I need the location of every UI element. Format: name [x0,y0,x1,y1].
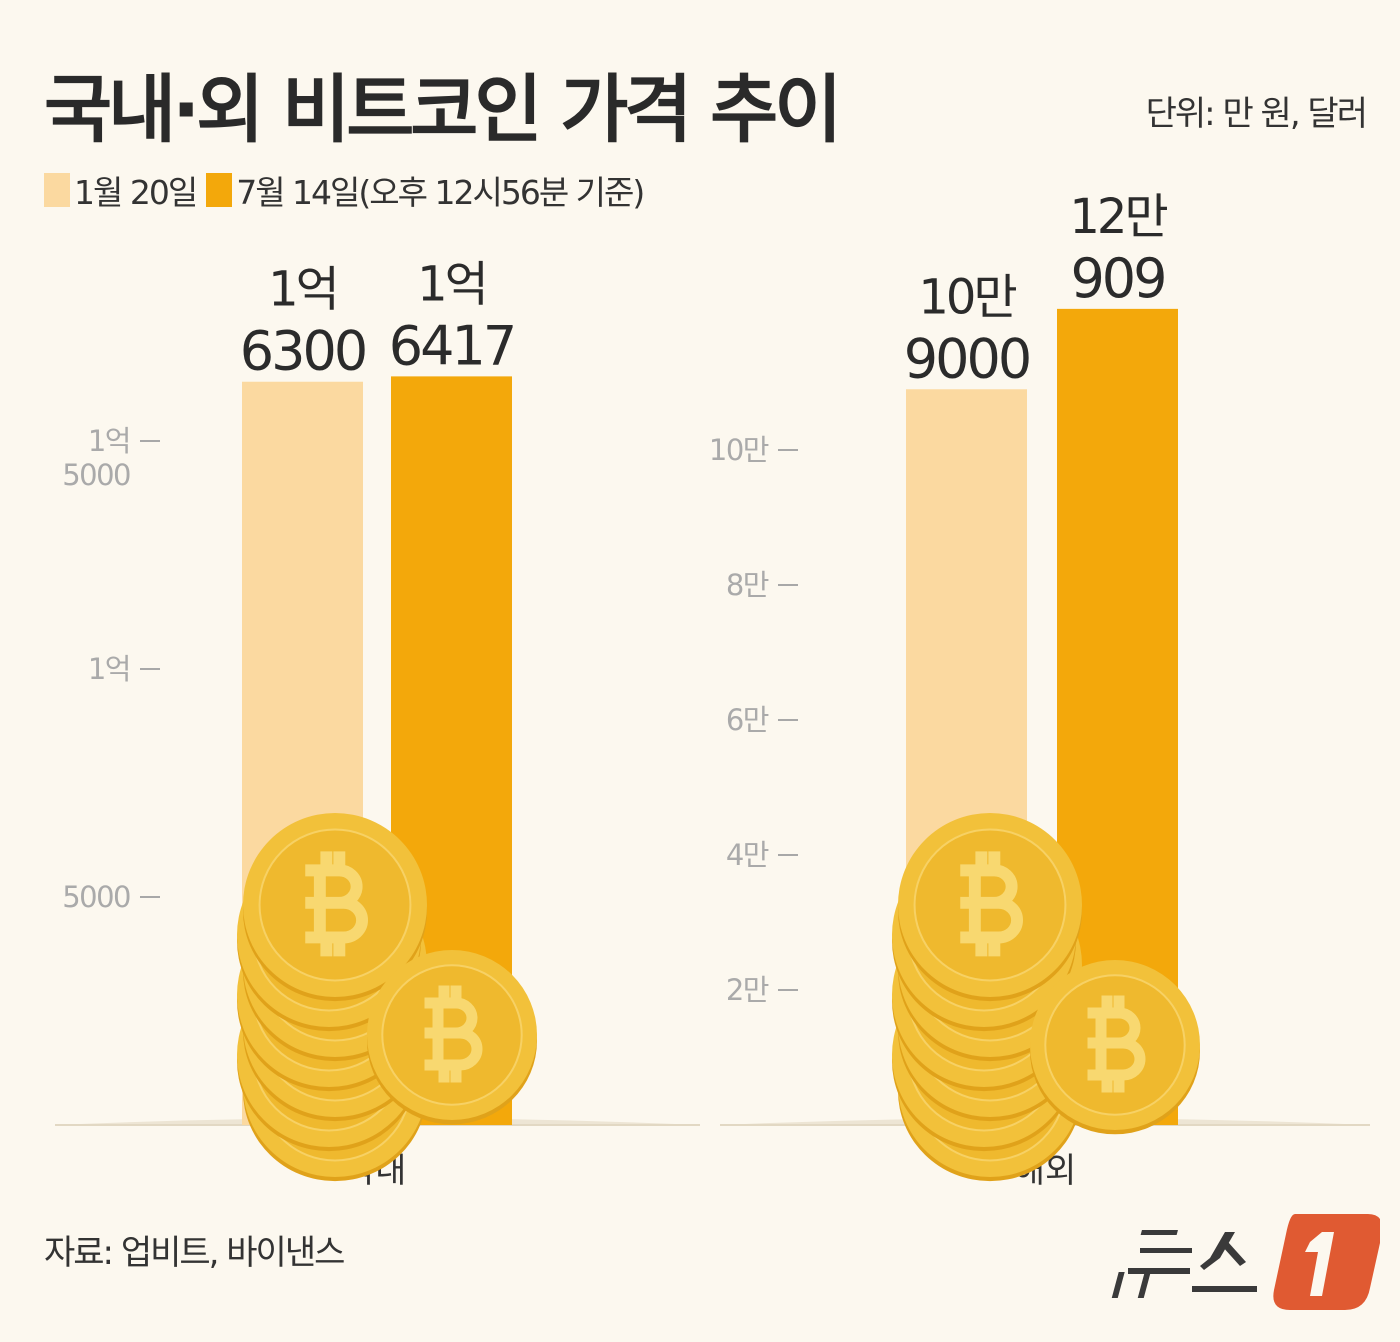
legend: 1월 20일 7월 14일(오후 12시56분 기준) [44,166,653,214]
legend-swatch-jan20 [44,173,70,207]
bitcoin-icon [424,985,483,1083]
unit-note: 단위: 만 원, 달러 [1145,94,1368,134]
bitcoin-coin-stacked [243,813,427,1002]
data-label-top: 10만 [918,269,1016,325]
y-tick-label: 2만 [726,973,769,1007]
chart-title: 국내·외 비트코인 가격 추이 [44,67,842,153]
y-tick-label: 8만 [726,568,769,602]
data-label-top: 12만 [1069,189,1167,245]
bitcoin-icon [960,851,1023,957]
data-label-top: 1억 [268,262,337,318]
y-tick-label: 5000 [62,880,130,914]
data-label-value: 6417 [389,314,514,377]
data-label-value: 9000 [904,327,1029,390]
y-tick-label: 1억 [88,652,130,686]
bitcoin-coin-standing [1030,960,1200,1135]
y-tick-label: 10만 [709,433,769,467]
legend-item-jan20: 1월 20일 [44,166,198,214]
data-label-value: 909 [1070,247,1164,310]
y-tick-label: 6만 [726,703,769,737]
bitcoin-icon [305,851,368,957]
y-tick-label: 5000 [62,458,130,492]
data-label-top: 1억 [417,256,486,312]
source-note: 자료: 업비트, 바이낸스 [44,1233,345,1273]
legend-label-jul14: 7월 14일(오후 12시56분 기준) [236,173,645,212]
data-label-value: 6300 [240,320,365,383]
y-tick-label: 4만 [726,838,769,872]
legend-swatch-jul14 [206,173,233,207]
y-tick-label: 1억 [88,424,130,458]
legend-label-jan20: 1월 20일 [74,173,198,212]
bitcoin-coin-standing [367,950,537,1125]
bitcoin-icon [1087,995,1146,1093]
legend-item-jul14: 7월 14일(오후 12시56분 기준) [206,166,645,214]
bitcoin-coin-stacked [898,813,1082,1002]
news1-logo [1111,1214,1380,1310]
